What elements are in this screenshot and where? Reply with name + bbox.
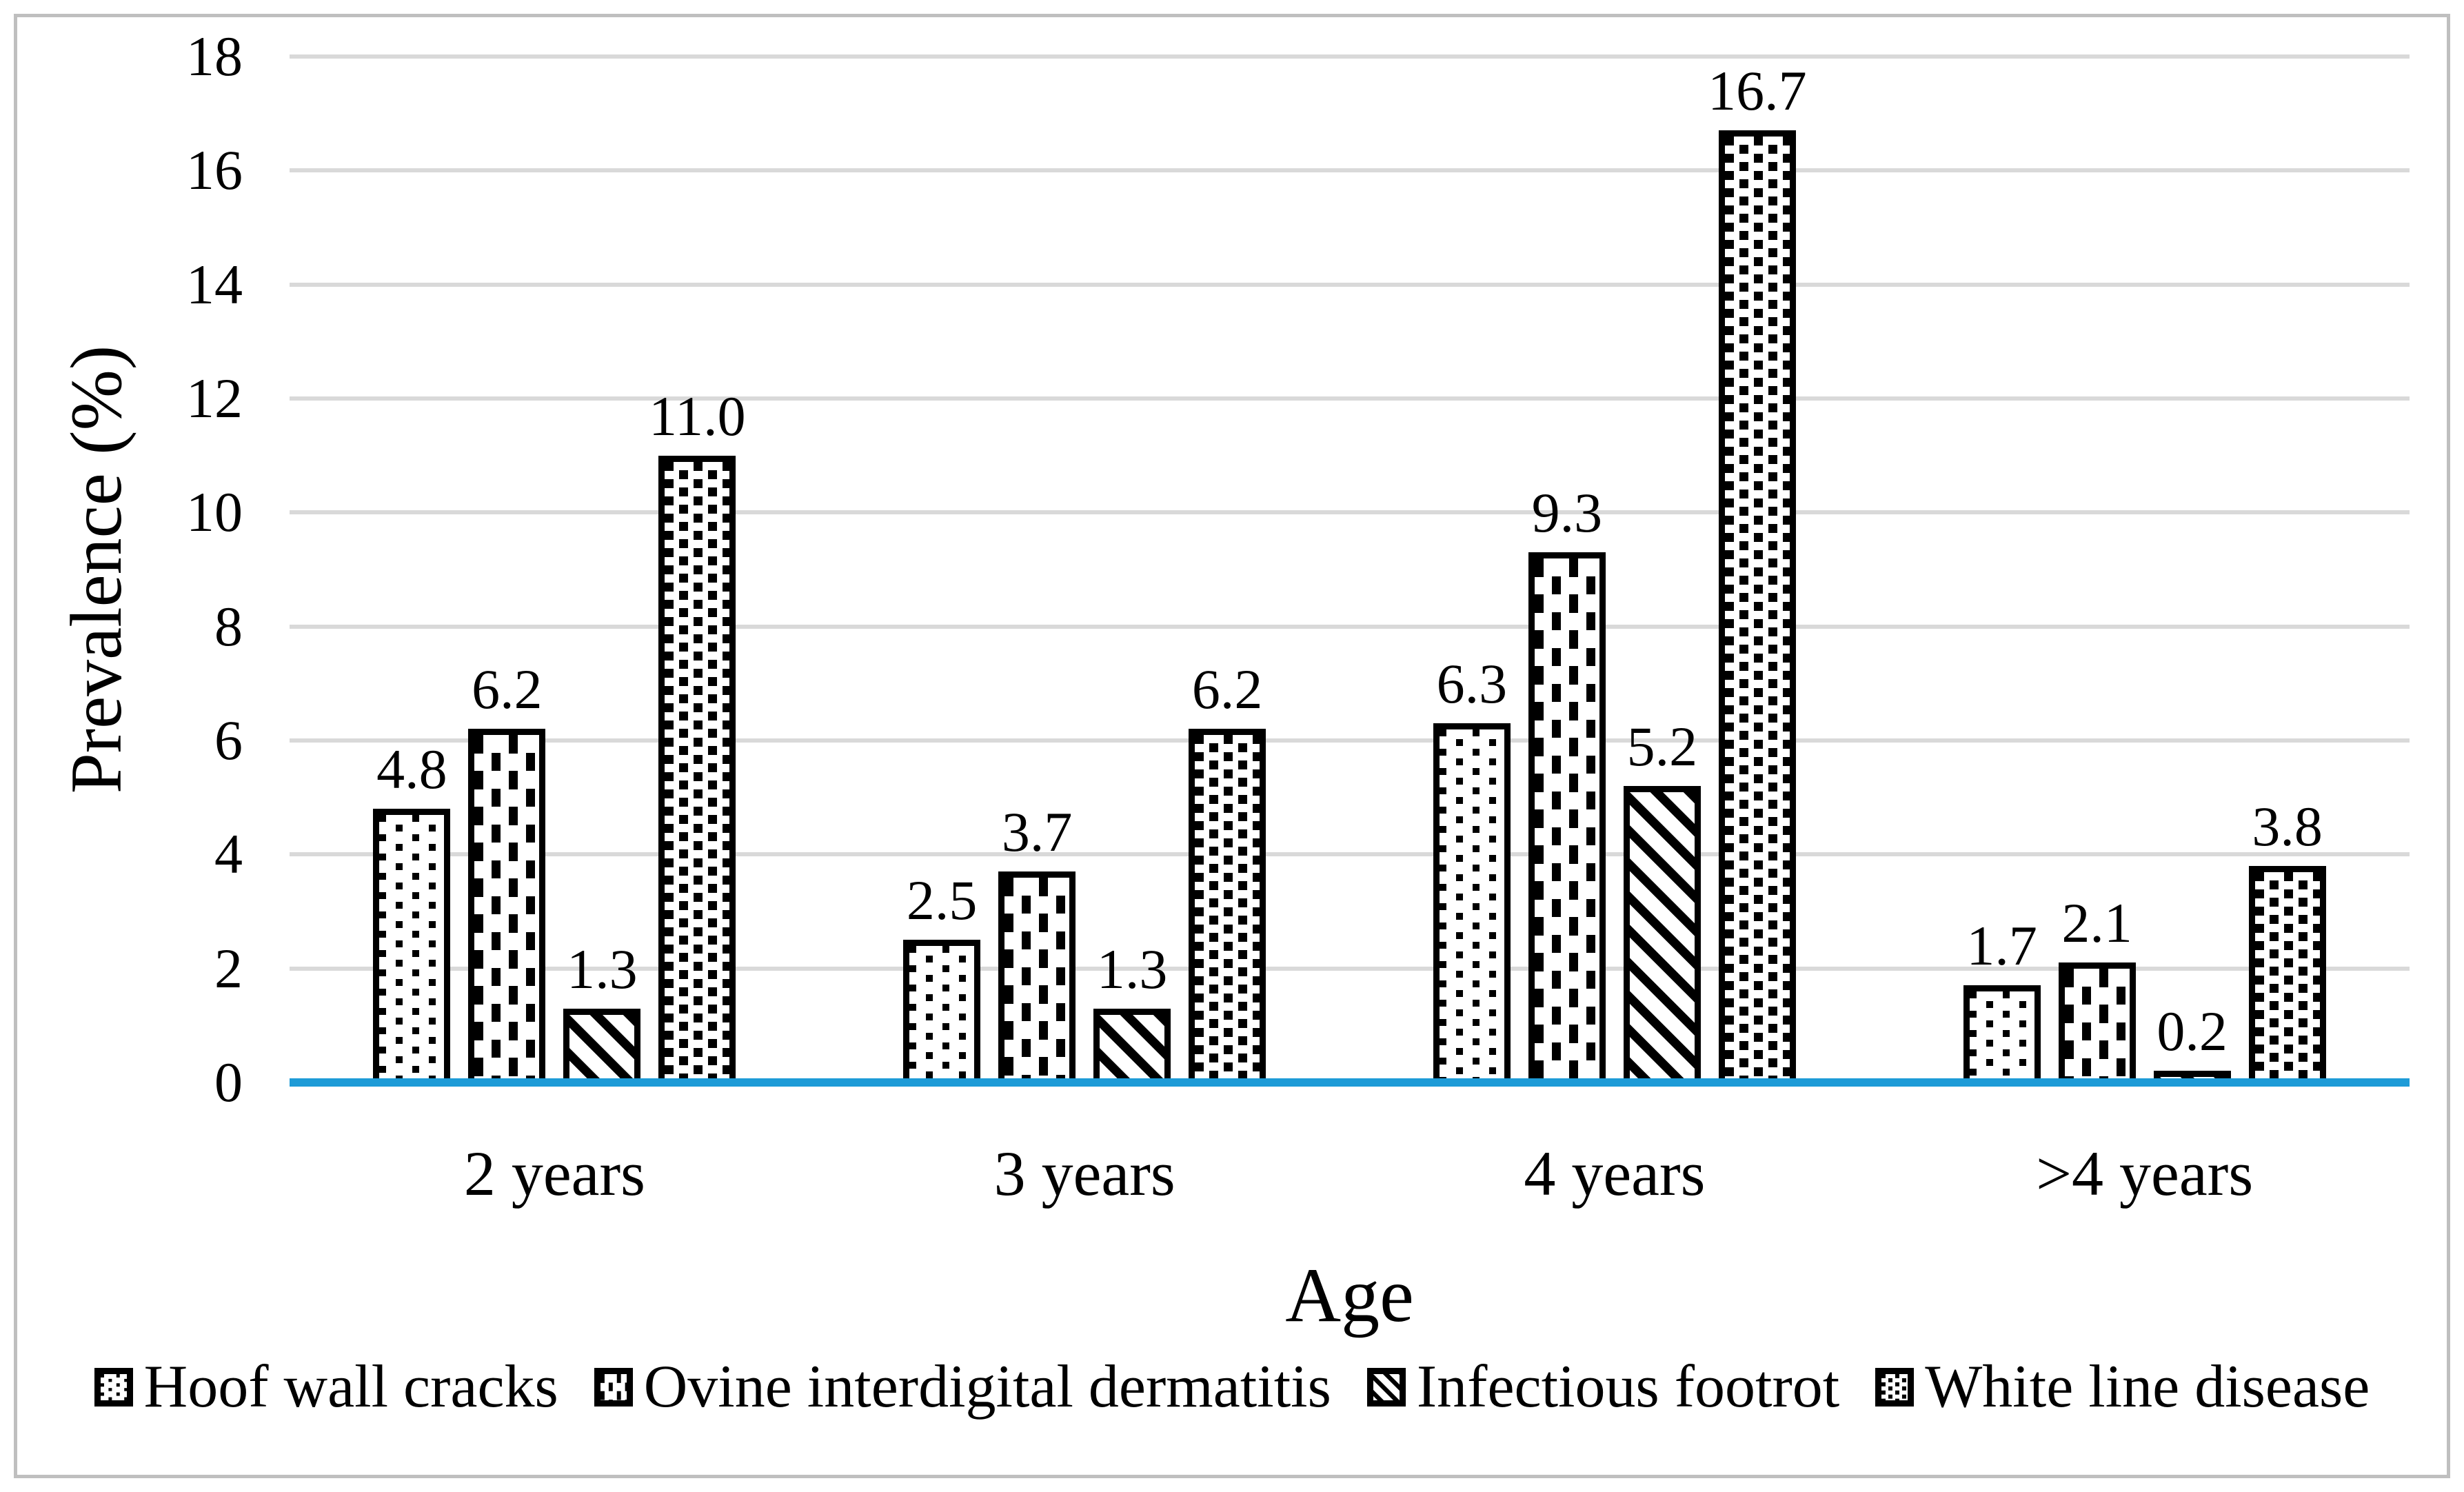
bar-hoof-wall-cracks-4-years: 1.7 bbox=[1963, 918, 2041, 1082]
legend-item-white-line-disease: White line disease bbox=[1875, 1357, 2370, 1418]
bar-shape-ovine-interdigital-dermatitis bbox=[1528, 552, 1606, 1082]
value-label-hoof-wall-cracks-4-years: 6.3 bbox=[1436, 652, 1508, 716]
figure-border bbox=[14, 14, 2450, 1478]
category-label-4-years: >4 years bbox=[2036, 1138, 2254, 1209]
x-axis-title: Age bbox=[1285, 1253, 1414, 1338]
value-label-ovine-interdigital-dermatitis-2-years: 6.2 bbox=[472, 658, 543, 721]
legend-item-hoof-wall-cracks: Hoof wall cracks bbox=[94, 1357, 558, 1418]
bar-shape-hoof-wall-cracks bbox=[1433, 723, 1511, 1082]
plot-area: 4.8 6.2 1.3 11.0 2.5 3.7 1.3 6.2 6.3 9.3 5.2 16.7 1.… bbox=[290, 54, 2410, 1087]
bar-infectious-footrot-4-years: 0.2 bbox=[2153, 1003, 2231, 1082]
bar-infectious-footrot-4-years: 5.2 bbox=[1623, 718, 1701, 1082]
gridline-y-4 bbox=[290, 852, 2410, 857]
legend-swatch-diagonal-stripes-icon bbox=[1366, 1368, 1406, 1407]
bar-ovine-interdigital-dermatitis-4-years: 2.1 bbox=[2058, 895, 2136, 1082]
category-label-3-years: 3 years bbox=[993, 1138, 1175, 1209]
x-axis-category-labels: 2 years 3 years 4 years >4 years bbox=[290, 1138, 2410, 1209]
value-label-white-line-disease-4-years: 16.7 bbox=[1708, 59, 1807, 123]
value-label-white-line-disease-3-years: 6.2 bbox=[1191, 658, 1263, 721]
bar-shape-hoof-wall-cracks bbox=[903, 940, 981, 1082]
gridline-y-6 bbox=[290, 738, 2410, 743]
bar-hoof-wall-cracks-2-years: 4.8 bbox=[373, 741, 451, 1082]
bar-shape-infectious-footrot bbox=[563, 1008, 641, 1082]
value-label-white-line-disease-2-years: 11.0 bbox=[649, 384, 746, 447]
value-label-hoof-wall-cracks-3-years: 2.5 bbox=[906, 869, 978, 932]
y-tick-label-10: 10 bbox=[186, 481, 243, 544]
legend-item-infectious-footrot: Infectious footrot bbox=[1366, 1353, 1840, 1420]
bar-shape-ovine-interdigital-dermatitis bbox=[2058, 962, 2136, 1082]
bar-shape-white-line-disease bbox=[2248, 865, 2326, 1082]
bar-shape-ovine-interdigital-dermatitis bbox=[998, 871, 1076, 1082]
value-label-infectious-footrot-4-years: 0.2 bbox=[2157, 1000, 2228, 1063]
y-tick-label-6: 6 bbox=[214, 709, 243, 772]
legend-swatch-vertical-dashes-icon bbox=[594, 1368, 633, 1407]
y-tick-label-4: 4 bbox=[214, 823, 243, 886]
gridline-y-2 bbox=[290, 966, 2410, 971]
bar-shape-ovine-interdigital-dermatitis bbox=[468, 729, 546, 1082]
value-label-ovine-interdigital-dermatitis-4-years: 2.1 bbox=[2061, 891, 2132, 955]
y-tick-label-14: 14 bbox=[186, 252, 243, 316]
value-label-infectious-footrot-3-years: 1.3 bbox=[1096, 937, 1168, 1000]
gridline-y-14 bbox=[290, 282, 2410, 287]
bar-shape-hoof-wall-cracks bbox=[373, 809, 451, 1082]
value-label-ovine-interdigital-dermatitis-3-years: 3.7 bbox=[1001, 800, 1073, 864]
legend: Hoof wall cracks Ovine interdigital derma… bbox=[0, 1346, 2464, 1429]
value-label-hoof-wall-cracks-4-years: 1.7 bbox=[1966, 914, 2037, 978]
legend-label-hoof-wall-cracks: Hoof wall cracks bbox=[143, 1353, 558, 1420]
y-tick-label-8: 8 bbox=[214, 594, 243, 658]
y-tick-label-16: 16 bbox=[186, 139, 243, 202]
gridline-y-12 bbox=[290, 396, 2410, 401]
gridline-y-8 bbox=[290, 624, 2410, 629]
bar-shape-hoof-wall-cracks bbox=[1963, 985, 2041, 1082]
legend-swatch-sparse-dots-icon bbox=[94, 1368, 133, 1407]
category-label-4-years: 4 years bbox=[1524, 1138, 1706, 1209]
bar-infectious-footrot-2-years: 1.3 bbox=[563, 940, 641, 1082]
y-tick-label-18: 18 bbox=[186, 25, 243, 88]
y-tick-label-12: 12 bbox=[186, 367, 243, 430]
bar-white-line-disease-3-years: 6.2 bbox=[1189, 661, 1266, 1082]
category-label-2-years: 2 years bbox=[463, 1138, 645, 1209]
bar-shape-white-line-disease bbox=[658, 455, 736, 1082]
legend-item-ovine-interdigital-dermatitis: Ovine interdigital dermatitis bbox=[594, 1357, 1331, 1418]
bar-hoof-wall-cracks-3-years: 2.5 bbox=[903, 872, 981, 1082]
bar-shape-infectious-footrot bbox=[1623, 786, 1701, 1082]
bar-shape-white-line-disease bbox=[1718, 130, 1796, 1082]
legend-swatch-dense-dots-icon bbox=[1875, 1368, 1915, 1407]
bar-infectious-footrot-3-years: 1.3 bbox=[1093, 940, 1171, 1082]
y-tick-label-2: 2 bbox=[214, 936, 243, 1000]
bar-ovine-interdigital-dermatitis-2-years: 6.2 bbox=[468, 661, 546, 1082]
value-label-white-line-disease-4-years: 3.8 bbox=[2252, 794, 2323, 858]
bar-white-line-disease-4-years: 16.7 bbox=[1708, 63, 1807, 1082]
value-label-infectious-footrot-4-years: 5.2 bbox=[1626, 715, 1698, 778]
gridline-y-18 bbox=[290, 54, 2410, 59]
bar-shape-infectious-footrot bbox=[1093, 1008, 1171, 1082]
value-label-infectious-footrot-2-years: 1.3 bbox=[567, 937, 638, 1000]
y-tick-label-0: 0 bbox=[214, 1051, 243, 1113]
bar-ovine-interdigital-dermatitis-4-years: 9.3 bbox=[1528, 485, 1606, 1082]
legend-label-infectious-footrot: Infectious footrot bbox=[1416, 1353, 1840, 1420]
legend-label-white-line-disease: White line disease bbox=[1925, 1353, 2370, 1420]
gridline-y-10 bbox=[290, 510, 2410, 515]
bar-ovine-interdigital-dermatitis-3-years: 3.7 bbox=[998, 804, 1076, 1082]
bar-hoof-wall-cracks-4-years: 6.3 bbox=[1433, 656, 1511, 1082]
bar-shape-white-line-disease bbox=[1189, 729, 1266, 1082]
value-label-hoof-wall-cracks-2-years: 4.8 bbox=[376, 738, 447, 801]
value-label-ovine-interdigital-dermatitis-4-years: 9.3 bbox=[1531, 481, 1603, 545]
gridline-y-16 bbox=[290, 168, 2410, 173]
bar-white-line-disease-4-years: 3.8 bbox=[2248, 798, 2326, 1082]
x-axis-line bbox=[290, 1078, 2410, 1087]
legend-label-ovine-interdigital-dermatitis: Ovine interdigital dermatitis bbox=[643, 1353, 1331, 1420]
bar-white-line-disease-2-years: 11.0 bbox=[649, 387, 746, 1082]
